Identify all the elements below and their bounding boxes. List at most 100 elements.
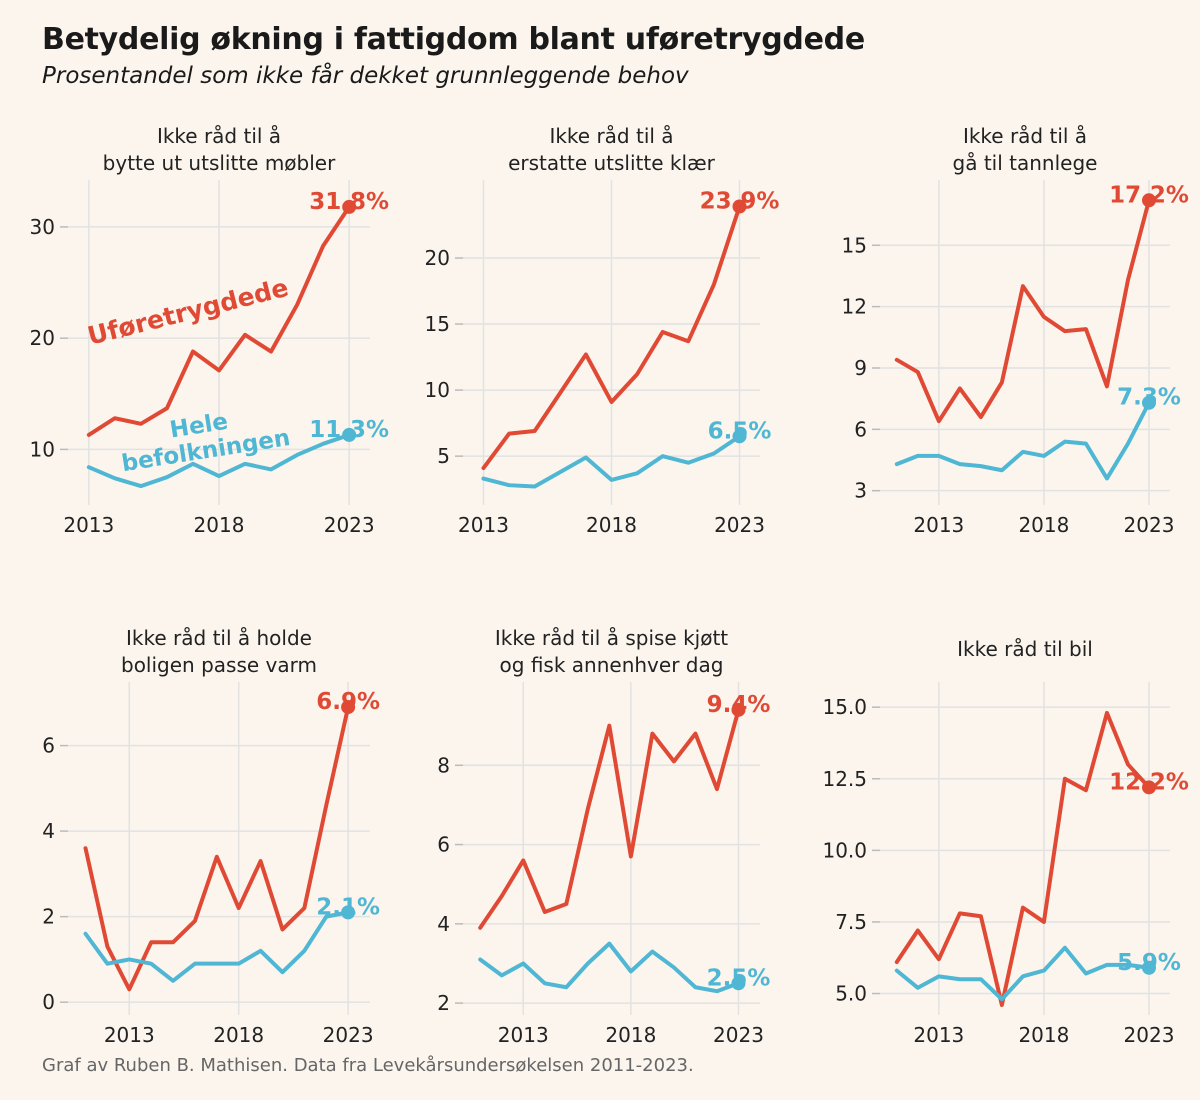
end-point-marker <box>341 700 356 715</box>
series-line-population <box>894 400 1151 481</box>
panel-title-line: Ikke råd til bil <box>957 637 1093 661</box>
y-tick-label: 9 <box>854 356 867 380</box>
y-tick-label: 6 <box>42 734 55 758</box>
x-tick-label: 2023 <box>324 513 375 537</box>
chart-panel-6: Ikke råd til bil 5.0 7.5 10.0 12.5 15.0 2013 20… <box>822 637 1188 1047</box>
chart-panel-2: Ikke råd til å erstatte utslitte klær 5 10 1… <box>425 124 780 537</box>
y-tick-label: 6 <box>854 417 867 441</box>
series-line-disabled <box>478 707 741 930</box>
panel-title-line: boligen passe varm <box>121 653 317 677</box>
series-line-disabled <box>894 710 1151 1007</box>
panel-title-line: erstatte utslitte klær <box>508 151 716 175</box>
y-tick-label: 10.0 <box>822 838 867 862</box>
chart-title: Betydelig økning i fattigdom blant uføre… <box>42 22 865 57</box>
x-tick-label: 2023 <box>1124 513 1175 537</box>
y-tick-label: 8 <box>437 753 450 777</box>
y-tick-label: 2 <box>437 991 450 1015</box>
panel-title-line: Ikke råd til å spise kjøtt <box>495 626 728 650</box>
series-line-disabled <box>83 705 351 992</box>
end-value-label: 7.3% <box>1117 385 1181 411</box>
panel-title-line: bytte ut utslitte møbler <box>103 151 336 175</box>
x-tick-label: 2013 <box>458 513 509 537</box>
series-line-population <box>481 434 742 489</box>
end-value-label: 23.9% <box>700 188 780 214</box>
x-tick-label: 2013 <box>63 513 114 537</box>
panel-title-line: Ikke råd til å <box>549 124 673 148</box>
chart-panel-4: Ikke råd til å holde boligen passe varm 0 2… <box>42 626 380 1047</box>
x-tick-label: 2018 <box>213 1023 264 1047</box>
x-tick-label: 2023 <box>323 1023 374 1047</box>
y-tick-label: 20 <box>30 326 55 350</box>
chart-panel-1: Ikke råd til å bytte ut utslitte møbler 10… <box>30 124 390 537</box>
end-point-marker <box>1141 193 1156 208</box>
x-tick-label: 2013 <box>913 1023 964 1047</box>
y-tick-label: 2 <box>42 905 55 929</box>
y-tick-label: 7.5 <box>835 910 867 934</box>
x-tick-label: 2023 <box>714 513 765 537</box>
end-value-label: 5.9% <box>1117 950 1181 976</box>
series-line-population <box>894 945 1151 1002</box>
y-tick-label: 15 <box>425 312 450 336</box>
end-point-marker <box>342 199 357 214</box>
x-tick-label: 2013 <box>104 1023 155 1047</box>
y-tick-label: 5.0 <box>835 982 867 1006</box>
y-tick-label: 12 <box>842 295 867 319</box>
panel-title-line: Ikke råd til å <box>157 124 281 148</box>
series-line-population <box>86 432 352 489</box>
x-tick-label: 2018 <box>586 513 637 537</box>
end-point-marker <box>341 905 356 920</box>
chart-panel-3: Ikke råd til å gå til tannlege 3 6 9 12 15 2013… <box>842 124 1189 537</box>
source-footer: Graf av Ruben B. Mathisen. Data fra Leve… <box>42 1055 694 1076</box>
series-line-disabled <box>894 198 1151 424</box>
y-tick-label: 15 <box>842 233 867 257</box>
end-value-label: 6.9% <box>316 689 380 715</box>
series-line-disabled <box>481 204 742 471</box>
end-value-label: 2.5% <box>707 965 771 991</box>
x-tick-label: 2023 <box>713 1023 764 1047</box>
end-value-label: 31.8% <box>309 189 389 215</box>
end-point-marker <box>731 702 746 717</box>
x-tick-label: 2013 <box>498 1023 549 1047</box>
y-tick-label: 12.5 <box>822 767 867 791</box>
end-value-label: 9.4% <box>707 692 771 718</box>
end-point-marker <box>342 427 357 442</box>
series-line-disabled <box>86 204 352 437</box>
end-value-label: 12.2% <box>1109 769 1189 795</box>
panel-title-line: Ikke råd til å holde <box>126 626 312 650</box>
end-point-marker <box>731 976 746 991</box>
end-point-marker <box>732 429 747 444</box>
chart-subtitle: Prosentandel som ikke får dekket grunnle… <box>42 63 689 89</box>
end-point-marker <box>732 199 747 214</box>
end-value-label: 11.3% <box>309 417 389 443</box>
series-line-population <box>478 941 741 994</box>
y-tick-label: 10 <box>425 378 450 402</box>
y-tick-label: 20 <box>425 246 450 270</box>
y-tick-label: 30 <box>30 215 55 239</box>
x-tick-label: 2018 <box>1018 1023 1069 1047</box>
y-tick-label: 4 <box>42 819 55 843</box>
end-point-marker <box>1141 780 1156 795</box>
x-tick-label: 2023 <box>1124 1023 1175 1047</box>
y-tick-label: 4 <box>437 912 450 936</box>
end-point-marker <box>1141 960 1156 975</box>
y-tick-label: 10 <box>30 437 55 461</box>
x-tick-label: 2018 <box>1018 513 1069 537</box>
end-value-label: 6.5% <box>708 418 772 444</box>
panel-title-line: og fisk annenhver dag <box>500 653 724 677</box>
y-tick-label: 3 <box>854 479 867 503</box>
chart-panel-5: Ikke råd til å spise kjøtt og fisk annenh… <box>437 626 770 1047</box>
end-value-label: 17.2% <box>1109 182 1189 208</box>
series-line-population <box>83 910 351 983</box>
end-value-label: 2.1% <box>316 894 380 920</box>
series-label-disabled: Uføretrygdede <box>85 273 292 351</box>
panel-title-line: gå til tannlege <box>953 151 1098 175</box>
y-tick-label: 15.0 <box>822 695 867 719</box>
y-tick-label: 0 <box>42 990 55 1014</box>
y-tick-label: 5 <box>437 444 450 468</box>
x-tick-label: 2018 <box>194 513 245 537</box>
panel-title-line: Ikke råd til å <box>963 124 1087 148</box>
x-tick-label: 2018 <box>605 1023 656 1047</box>
x-tick-label: 2013 <box>913 513 964 537</box>
end-point-marker <box>1141 395 1156 410</box>
